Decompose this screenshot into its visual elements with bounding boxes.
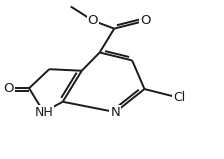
Text: NH: NH bbox=[34, 106, 53, 119]
Text: Cl: Cl bbox=[173, 91, 185, 104]
Text: N: N bbox=[110, 106, 120, 119]
Text: O: O bbox=[4, 82, 14, 95]
Text: methyl: methyl bbox=[68, 6, 73, 7]
Text: O: O bbox=[140, 14, 151, 27]
Text: O: O bbox=[88, 14, 98, 27]
